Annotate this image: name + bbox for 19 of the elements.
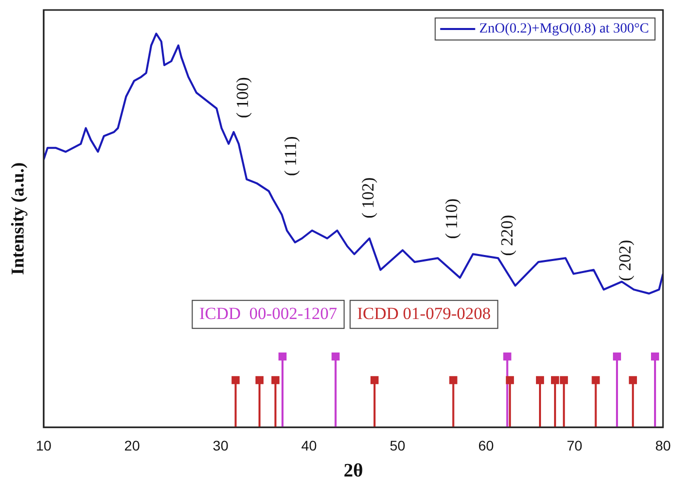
x-tick-label: 60	[478, 438, 494, 454]
x-tick-label: 20	[124, 438, 140, 454]
annotation: ( 110)	[442, 198, 461, 239]
y-axis-title: Intensity (a.u.)	[7, 162, 28, 275]
annotation: ( 111)	[280, 136, 300, 176]
series-label: ICDD 00-002-1207	[199, 304, 338, 323]
text: ICDD 01-079-0208	[357, 304, 491, 323]
x-tick-label: 10	[36, 438, 52, 454]
annotation: ( 202)	[615, 240, 634, 281]
annotation: ( 100)	[233, 77, 252, 118]
x-tick-label: 70	[566, 438, 583, 454]
x-tick-label: 50	[390, 438, 406, 454]
legend-label: ZnO(0.2)+MgO(0.8) at 300°C	[479, 22, 650, 37]
x-tick-label: 30	[212, 438, 229, 454]
annotation: ( 102)	[358, 177, 378, 218]
x-tick-label: 40	[301, 438, 318, 454]
x-axis-title: 2θ	[344, 460, 364, 482]
x-tick-label: 80	[655, 438, 671, 454]
annotation: ( 220)	[498, 214, 517, 256]
